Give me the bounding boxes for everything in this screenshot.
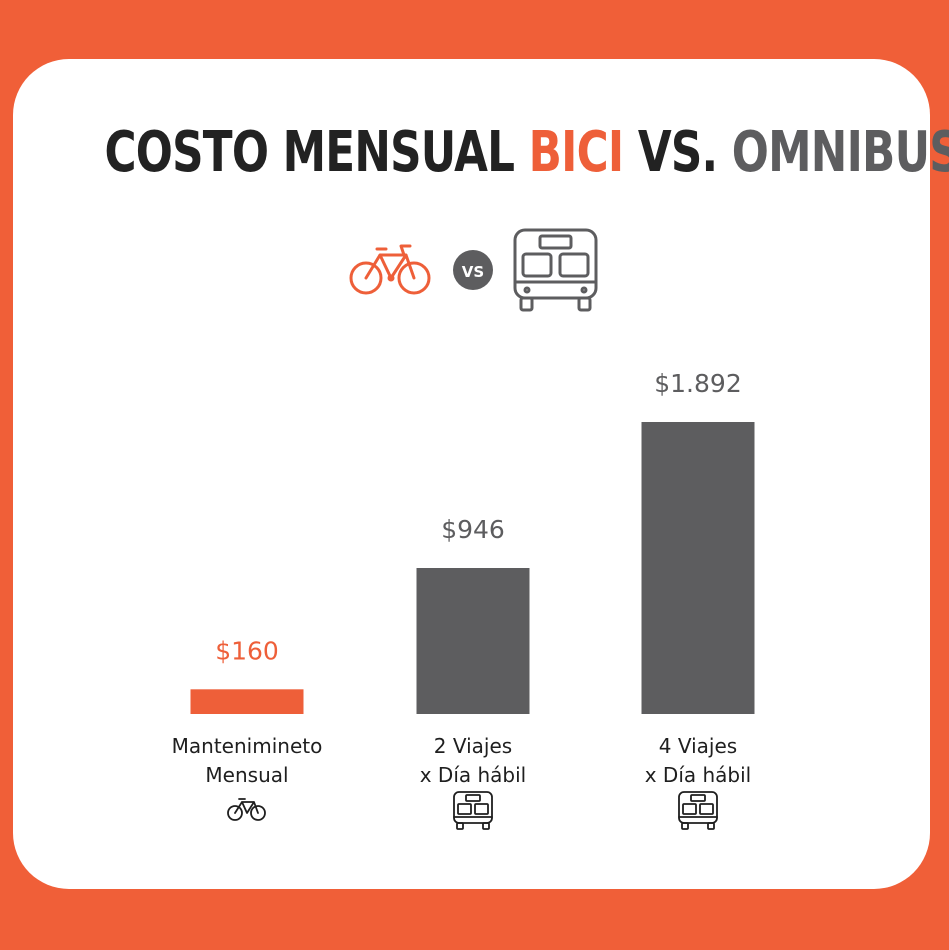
category-label-3-line-1: 4 Viajes	[659, 734, 737, 758]
category-label-3-line-2: x Día hábil	[645, 763, 752, 787]
title-part-omnibus: OMNIBUS	[731, 120, 949, 185]
card	[13, 59, 930, 889]
category-bicycle-icon-1	[227, 798, 266, 821]
bar-3	[641, 422, 755, 714]
title-part-costo: COSTO MENSUAL	[104, 120, 529, 185]
category-bus-icon-3	[678, 791, 718, 830]
vs-badge	[453, 250, 493, 290]
bar-1	[190, 689, 304, 714]
value-label-1: $160	[215, 636, 279, 665]
bicycle-icon	[349, 244, 431, 295]
bus-icon	[513, 228, 598, 312]
category-label-2-line-1: 2 Viajes	[434, 734, 512, 758]
category-label-1-line-2: Mensual	[205, 763, 288, 787]
title-part-bici: BICI	[528, 120, 625, 185]
value-label-2: $946	[441, 515, 505, 544]
vs-badge-label: VS	[462, 263, 484, 281]
page-title: COSTO MENSUAL BICI VS. OMNIBUS	[104, 120, 949, 185]
title-part-vs: VS.	[623, 120, 732, 185]
category-label-1-line-1: Mantenimineto	[172, 734, 323, 758]
category-bus-icon-2	[453, 791, 493, 830]
value-label-3: $1.892	[654, 369, 741, 398]
category-label-2-line-2: x Día hábil	[420, 763, 527, 787]
bar-2	[416, 568, 530, 714]
